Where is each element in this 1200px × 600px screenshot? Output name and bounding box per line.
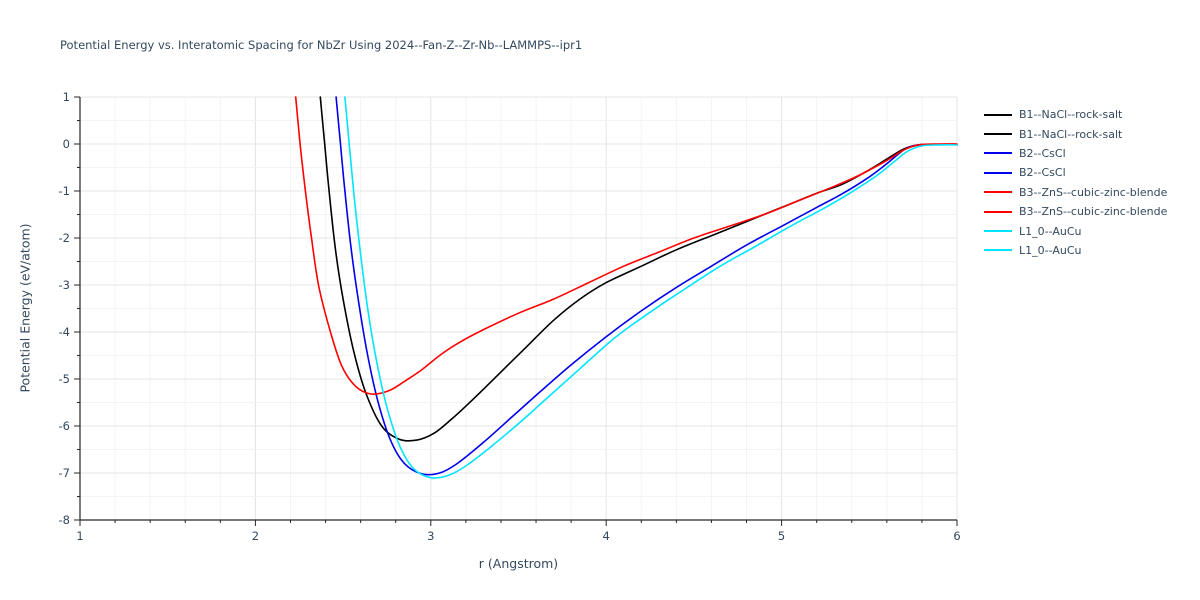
series-line-B3--ZnS--cubic-zinc-blende <box>294 96 958 395</box>
series-line-B2--CsCl <box>335 96 958 476</box>
y-tick-label: -3 <box>59 278 70 292</box>
legend-label: L1_0--AuCu <box>1019 243 1082 257</box>
x-tick-label: 4 <box>603 529 610 543</box>
series-line-L1_0--AuCu <box>344 96 958 479</box>
legend-item: B3--ZnS--cubic-zinc-blende <box>984 202 1167 221</box>
legend: B1--NaCl--rock-salt B1--NaCl--rock-salt B2… <box>984 105 1167 260</box>
y-tick-label: -6 <box>59 419 70 433</box>
legend-swatch <box>984 210 1012 213</box>
y-tick-label: -2 <box>59 231 70 245</box>
legend-swatch <box>984 171 1012 174</box>
y-tick-label: -4 <box>59 325 70 339</box>
legend-item: B1--NaCl--rock-salt <box>984 124 1167 143</box>
y-tick-label: -8 <box>59 513 70 527</box>
x-tick-label: 3 <box>427 529 434 543</box>
legend-swatch <box>984 152 1012 155</box>
x-tick-label: 1 <box>76 529 83 543</box>
legend-item: L1_0--AuCu <box>984 241 1167 260</box>
x-tick-label: 6 <box>953 529 960 543</box>
legend-label: B2--CsCl <box>1019 166 1066 180</box>
y-axis-label: Potential Energy (eV/atom) <box>17 223 33 393</box>
series-line-B1--NaCl--rock-salt <box>319 96 958 442</box>
legend-swatch <box>984 191 1012 194</box>
legend-item: B3--ZnS--cubic-zinc-blende <box>984 183 1167 202</box>
legend-label: B3--ZnS--cubic-zinc-blende <box>1019 205 1168 219</box>
legend-label: L1_0--AuCu <box>1019 224 1082 238</box>
x-tick-label: 2 <box>252 529 259 543</box>
legend-label: B3--ZnS--cubic-zinc-blende <box>1019 185 1168 199</box>
chart-title: Potential Energy vs. Interatomic Spacing… <box>60 38 583 52</box>
y-tick-label: -7 <box>59 466 70 480</box>
legend-swatch <box>984 113 1012 116</box>
legend-swatch <box>984 249 1012 252</box>
legend-label: B1--NaCl--rock-salt <box>1019 108 1123 122</box>
legend-swatch <box>984 230 1012 233</box>
x-axis-label: r (Angstrom) <box>478 556 559 571</box>
y-tick-label: 0 <box>63 137 70 151</box>
legend-item: L1_0--AuCu <box>984 221 1167 240</box>
legend-swatch <box>984 133 1012 136</box>
legend-item: B2--CsCl <box>984 163 1167 182</box>
legend-label: B2--CsCl <box>1019 146 1066 160</box>
legend-item: B1--NaCl--rock-salt <box>984 105 1167 124</box>
y-tick-label: -5 <box>59 372 70 386</box>
x-tick-label: 5 <box>778 529 785 543</box>
legend-item: B2--CsCl <box>984 144 1167 163</box>
y-tick-label: 1 <box>63 90 70 104</box>
legend-label: B1--NaCl--rock-salt <box>1019 127 1123 141</box>
y-tick-label: -1 <box>59 184 70 198</box>
